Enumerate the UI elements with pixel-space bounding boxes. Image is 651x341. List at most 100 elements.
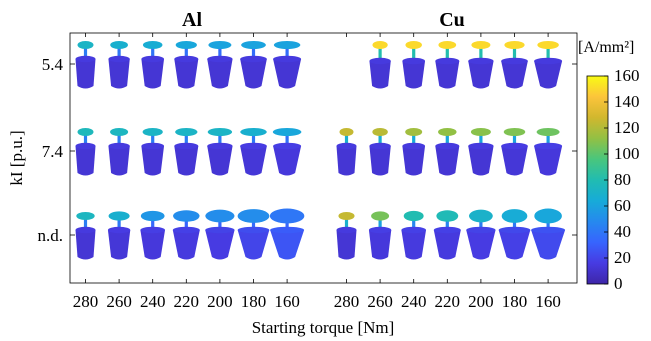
body (141, 59, 165, 89)
head (501, 209, 528, 223)
geometry-cu-row1-col4 (468, 128, 494, 176)
head (175, 41, 197, 49)
geometry-al-row1-col2 (141, 128, 165, 176)
stem (479, 132, 483, 146)
head (534, 208, 562, 224)
body-top (435, 142, 460, 150)
body (75, 146, 96, 176)
stem (218, 132, 222, 146)
y-tick-label: 7.4 (42, 142, 64, 161)
body (368, 230, 392, 260)
head (339, 128, 354, 136)
stem (117, 45, 121, 59)
geometry-al-row0-col6 (273, 41, 302, 89)
body (433, 230, 461, 260)
geometry-cu-row0-col2 (402, 41, 426, 89)
body-top (140, 226, 166, 234)
stem (412, 132, 416, 146)
body-top (273, 142, 302, 150)
head (372, 41, 388, 49)
body-top (141, 142, 165, 150)
geometry-cu-row1-col0 (336, 128, 357, 176)
y-axis-label: kI [p.u.] (7, 130, 26, 185)
geometry-cu-row2-col6 (531, 208, 566, 260)
body-top (401, 226, 427, 234)
colorbar-tick-label: 140 (614, 92, 640, 111)
head (142, 41, 163, 49)
head (403, 210, 424, 222)
body (140, 230, 166, 260)
x-tick-label-al-220: 220 (174, 292, 200, 311)
head (110, 128, 129, 136)
body-top (237, 226, 270, 234)
colorbar-tick-label: 0 (614, 274, 623, 293)
head (273, 41, 301, 49)
geometry-al-row2-col1 (107, 211, 131, 260)
head (537, 41, 559, 49)
body-top (501, 142, 528, 150)
stem (512, 132, 517, 146)
geometry-cu-row2-col1 (368, 211, 392, 260)
stem (83, 45, 88, 59)
body-top (108, 142, 130, 150)
body-top (75, 226, 96, 234)
body-top (498, 226, 531, 234)
panel-title-cu: Cu (439, 9, 465, 31)
body-top (107, 226, 131, 234)
body (108, 59, 130, 89)
body (466, 230, 496, 260)
body-top (534, 57, 563, 65)
stem (285, 45, 289, 59)
body (498, 230, 531, 260)
body-top (433, 226, 461, 234)
stem (83, 132, 88, 146)
geometry-cu-row1-col3 (435, 128, 460, 176)
body-top (172, 226, 200, 234)
x-tick-label-cu-260: 260 (367, 292, 393, 311)
stem (412, 216, 416, 230)
body (468, 146, 494, 176)
body (369, 61, 391, 89)
x-tick-label-cu-200: 200 (468, 292, 494, 311)
colorbar-tick-label: 20 (614, 248, 631, 267)
body-top (205, 226, 235, 234)
body (75, 59, 96, 89)
stem (117, 132, 121, 146)
head (208, 41, 232, 49)
body-top (75, 55, 96, 63)
body-top (534, 142, 563, 150)
head (207, 128, 233, 136)
body-top (174, 142, 199, 150)
stem (479, 45, 483, 61)
geometry-cu-row2-col2 (401, 210, 427, 260)
body (401, 230, 427, 260)
x-tick-label-al-240: 240 (140, 292, 166, 311)
geometry-al-row2-col0 (75, 212, 96, 260)
geometry-cu-row0-col4 (468, 41, 494, 89)
head (536, 128, 560, 136)
plot-marks (75, 41, 566, 260)
body (75, 230, 96, 260)
body (174, 59, 199, 89)
geometry-cu-row0-col6 (534, 41, 563, 89)
body (207, 146, 233, 176)
body (174, 146, 199, 176)
stem (251, 216, 256, 230)
geometry-al-row0-col5 (240, 41, 267, 89)
stem (184, 45, 188, 59)
stem (445, 132, 449, 146)
geometry-cu-row2-col4 (466, 209, 496, 260)
head (503, 128, 526, 136)
geometry-cu-row2-col5 (498, 209, 531, 260)
x-tick-label-al-180: 180 (241, 292, 267, 311)
geometry-al-row1-col0 (75, 128, 96, 176)
x-tick-label-al-260: 260 (106, 292, 132, 311)
body-top (207, 142, 233, 150)
body-top (468, 142, 494, 150)
body-top (402, 57, 426, 65)
head (77, 41, 94, 49)
panel-title-al: Al (182, 9, 202, 31)
geometry-al-row2-col2 (140, 210, 166, 260)
geometry-cu-row1-col5 (501, 128, 528, 176)
colorbar-ticks: 0 20 40 60 80 100 120 140 160 (604, 66, 640, 293)
